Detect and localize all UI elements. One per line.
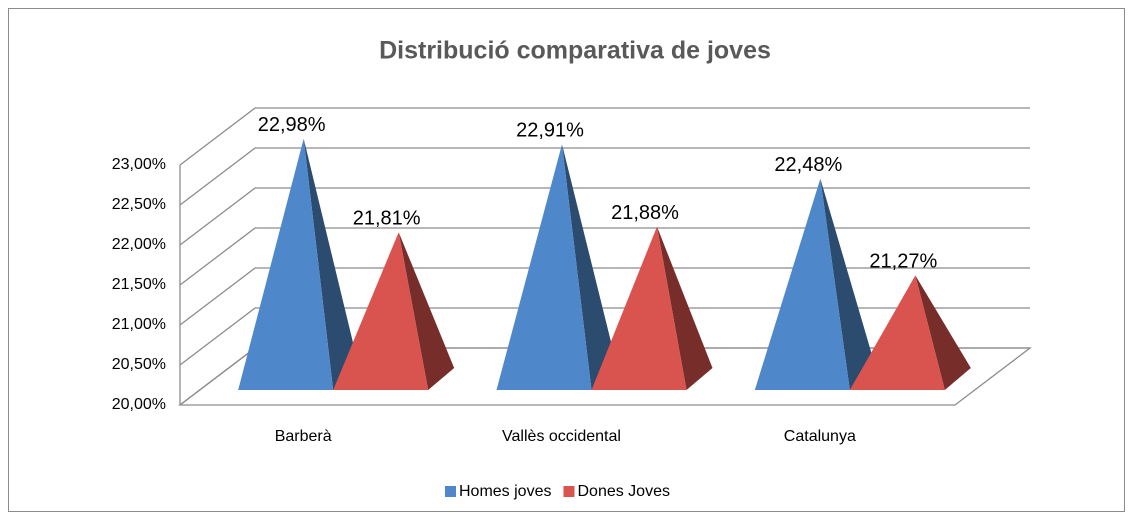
grid-line bbox=[179, 307, 1030, 366]
pyramid-side bbox=[657, 226, 713, 390]
grid-line bbox=[179, 267, 1030, 326]
y-tick-label: 23,00% bbox=[112, 156, 166, 173]
grid-line bbox=[179, 187, 1030, 246]
pyramid-side bbox=[820, 178, 876, 390]
grid-line bbox=[179, 147, 1030, 206]
chart-title: Distribució comparativa de joves bbox=[379, 37, 771, 65]
y-tick-label: 22,00% bbox=[112, 236, 166, 253]
data-label: 22,48% bbox=[774, 154, 842, 176]
y-tick-label: 20,50% bbox=[112, 356, 166, 373]
x-tick-label: Barberà bbox=[275, 428, 332, 445]
pyramid-front bbox=[238, 138, 334, 390]
legend-label: Dones Joves bbox=[577, 483, 670, 500]
data-label: 21,27% bbox=[869, 251, 937, 273]
pyramid-side bbox=[915, 275, 971, 390]
data-label: 22,91% bbox=[516, 119, 584, 141]
grid-line bbox=[179, 107, 1030, 166]
data-label: 21,88% bbox=[611, 202, 679, 224]
y-tick-label: 21,00% bbox=[112, 316, 166, 333]
x-tick-label: Catalunya bbox=[784, 428, 856, 445]
y-tick-label: 20,00% bbox=[112, 396, 166, 413]
legend-swatch bbox=[563, 486, 575, 497]
legend-swatch bbox=[445, 486, 456, 497]
x-tick-label: Vallès occidental bbox=[502, 428, 621, 445]
pyramid-side bbox=[398, 232, 455, 390]
y-tick-label: 21,50% bbox=[112, 276, 166, 293]
grid-line bbox=[179, 227, 1030, 286]
pyramid-front bbox=[754, 178, 850, 390]
pyramid-front bbox=[333, 232, 429, 390]
pyramid-front bbox=[591, 226, 687, 390]
pyramid-front bbox=[496, 144, 592, 390]
data-label: 21,81% bbox=[353, 207, 421, 229]
pyramid-side bbox=[562, 144, 618, 390]
legend-label: Homes joves bbox=[459, 483, 551, 500]
y-tick-label: 22,50% bbox=[112, 196, 166, 213]
data-label: 22,98% bbox=[258, 114, 326, 136]
pyramid-front bbox=[849, 275, 945, 390]
pyramid-side bbox=[303, 138, 360, 390]
